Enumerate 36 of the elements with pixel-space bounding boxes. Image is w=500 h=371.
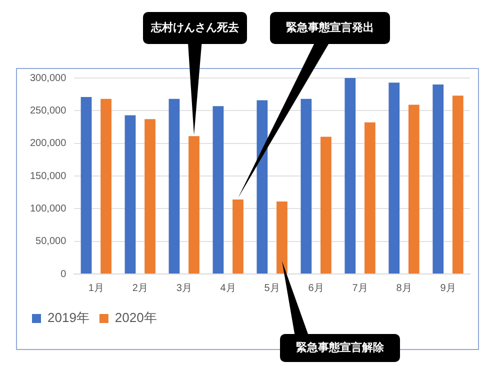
x-tick-label: 9月 (440, 282, 456, 294)
bar (344, 78, 356, 274)
y-tick-label: 0 (60, 268, 67, 280)
bar (432, 84, 444, 274)
x-tick-label: 7月 (352, 282, 368, 294)
legend-label: 2019年 (48, 310, 90, 326)
text: 緊急事態宣言解除 (280, 334, 400, 362)
x-tick-label: 1月 (88, 282, 104, 294)
bar (364, 122, 376, 274)
bar (256, 100, 268, 274)
bar (80, 96, 92, 274)
bar (408, 104, 420, 274)
text: 志村けんさん死去 (143, 12, 247, 44)
x-tick-label: 8月 (396, 282, 412, 294)
y-tick-label: 150,000 (30, 170, 67, 182)
x-tick-label: 3月 (176, 282, 192, 294)
y-tick-label: 100,000 (30, 203, 67, 214)
bar (124, 115, 136, 274)
y-tick-label: 300,000 (30, 72, 67, 84)
x-tick-label: 6月 (308, 282, 324, 294)
text: 緊急事態宣言発出 (270, 12, 390, 44)
bar (232, 200, 244, 274)
bar (168, 98, 180, 274)
y-tick-label: 50,000 (36, 236, 67, 248)
x-tick-label: 4月 (220, 282, 236, 294)
legend-label: 2020年 (114, 310, 157, 326)
bar (144, 119, 156, 274)
x-tick-label: 5月 (264, 282, 280, 294)
bar (320, 136, 332, 274)
bar (212, 106, 224, 274)
bar (452, 96, 464, 274)
x-tick-label: 2月 (132, 282, 148, 294)
bar (100, 98, 112, 274)
bar (388, 82, 400, 274)
y-tick-label: 200,000 (30, 138, 67, 150)
y-tick-label: 250,000 (30, 105, 67, 116)
